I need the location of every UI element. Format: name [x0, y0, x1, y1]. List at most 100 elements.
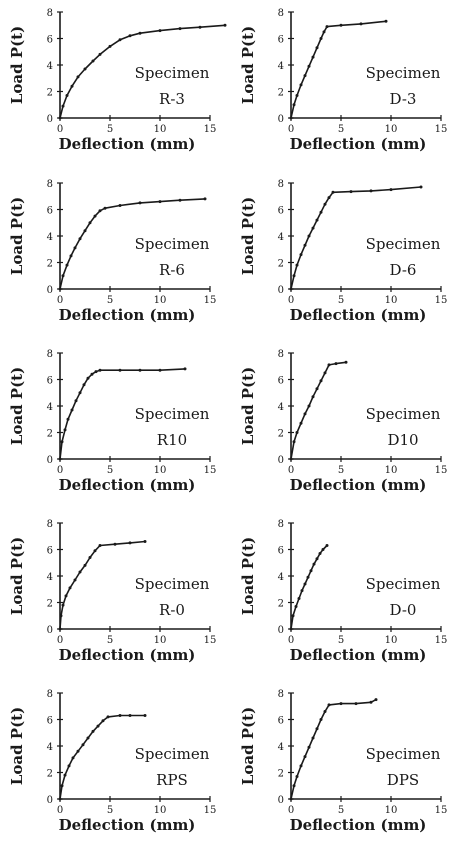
data-point: [339, 702, 343, 706]
data-point: [158, 29, 162, 33]
data-point: [323, 371, 327, 375]
data-point: [76, 75, 80, 79]
x-axis-title: Deflection (mm): [290, 135, 427, 153]
data-point: [65, 94, 69, 97]
data-point: [101, 719, 105, 723]
data-point: [61, 104, 65, 108]
data-point: [315, 387, 319, 391]
data-point: [74, 399, 78, 403]
data-point: [138, 31, 142, 35]
y-tick-label: 2: [47, 88, 53, 99]
data-point: [289, 457, 293, 461]
x-axis-title: Deflection (mm): [59, 646, 196, 664]
data-point: [321, 548, 325, 551]
data-point: [369, 189, 373, 193]
x-tick-label: 0: [288, 465, 294, 476]
chart-panel-d10: 0 2 4 6 8 0 5 10 15 Deflection (mm) Load P(t) Speci…: [239, 349, 447, 494]
data-point: [128, 34, 132, 38]
specimen-label: DPS: [387, 771, 419, 789]
specimen-word: Specimen: [366, 405, 441, 423]
data-point: [71, 756, 75, 760]
data-point: [223, 23, 227, 27]
data-point: [106, 715, 110, 719]
specimen-word: Specimen: [366, 235, 441, 253]
data-point: [315, 218, 319, 222]
data-point: [299, 421, 303, 425]
data-point: [289, 797, 293, 801]
data-point: [64, 594, 68, 598]
data-point: [178, 198, 182, 202]
y-tick-label: 0: [47, 625, 53, 636]
data-point: [294, 605, 298, 608]
data-point: [94, 370, 98, 374]
x-tick-label: 0: [288, 805, 294, 816]
y-tick-label: 6: [47, 35, 53, 46]
x-tick-label: 5: [107, 465, 113, 476]
x-axis-title: Deflection (mm): [59, 306, 196, 324]
data-point: [59, 614, 63, 618]
y-tick-label: 2: [278, 88, 284, 99]
x-tick-label: 10: [385, 295, 398, 306]
data-point: [68, 586, 72, 590]
y-tick-label: 0: [47, 285, 53, 296]
y-axis-title: Load P(t): [8, 367, 26, 445]
data-point: [384, 19, 388, 23]
load-curve: [59, 368, 186, 460]
data-point: [69, 254, 73, 258]
x-tick-label: 10: [385, 805, 398, 816]
x-tick-label: 15: [204, 124, 217, 135]
specimen-label: D-3: [390, 90, 417, 108]
x-tick-label: 15: [435, 124, 448, 135]
y-tick-label: 2: [47, 599, 53, 610]
data-point: [70, 408, 74, 412]
data-point: [118, 714, 122, 717]
load-curve: [59, 198, 206, 290]
y-tick-label: 6: [278, 206, 284, 217]
chart-panel-r-3: 0 2 4 6 8 0 5 10 15 Deflection (mm) Load P(t) Speci…: [8, 8, 227, 153]
data-point: [58, 797, 62, 801]
data-point: [98, 368, 102, 372]
x-tick-label: 5: [338, 635, 344, 646]
y-tick-label: 2: [278, 599, 284, 610]
data-point: [128, 541, 132, 545]
data-point: [76, 749, 80, 753]
y-tick-label: 0: [47, 455, 53, 466]
x-tick-label: 15: [204, 295, 217, 306]
data-point: [292, 784, 296, 788]
x-axis-title: Deflection (mm): [290, 816, 427, 834]
data-point: [138, 368, 142, 372]
data-point: [86, 736, 90, 740]
specimen-word: Specimen: [135, 405, 210, 423]
y-tick-label: 0: [47, 114, 53, 125]
x-tick-label: 5: [338, 295, 344, 306]
chart-panel-r-0: 0 2 4 6 8 0 5 10 15 Deflection (mm) Load P(t) Speci…: [8, 519, 216, 664]
data-point: [143, 714, 147, 717]
data-point: [300, 589, 304, 593]
y-axis-title: Load P(t): [8, 707, 26, 785]
data-point: [143, 540, 147, 543]
data-point: [73, 578, 77, 582]
x-tick-label: 5: [338, 124, 344, 135]
data-point: [83, 67, 87, 71]
data-point: [319, 37, 323, 40]
y-tick-label: 0: [278, 795, 284, 806]
specimen-label: R10: [157, 431, 187, 449]
x-tick-label: 10: [154, 124, 167, 135]
data-point: [183, 367, 187, 371]
data-point: [118, 368, 122, 372]
y-tick-label: 0: [278, 285, 284, 296]
data-point: [307, 64, 311, 68]
data-point: [81, 743, 85, 747]
load-curve: [290, 544, 328, 630]
data-point: [118, 204, 122, 207]
data-point: [307, 745, 311, 749]
data-point: [198, 25, 202, 29]
data-point: [309, 569, 313, 573]
data-point: [58, 457, 62, 461]
data-point: [299, 83, 303, 87]
y-tick-label: 8: [47, 8, 53, 19]
data-point: [349, 190, 353, 194]
y-tick-label: 4: [278, 61, 284, 72]
data-point: [91, 729, 95, 733]
x-tick-label: 0: [57, 124, 63, 135]
